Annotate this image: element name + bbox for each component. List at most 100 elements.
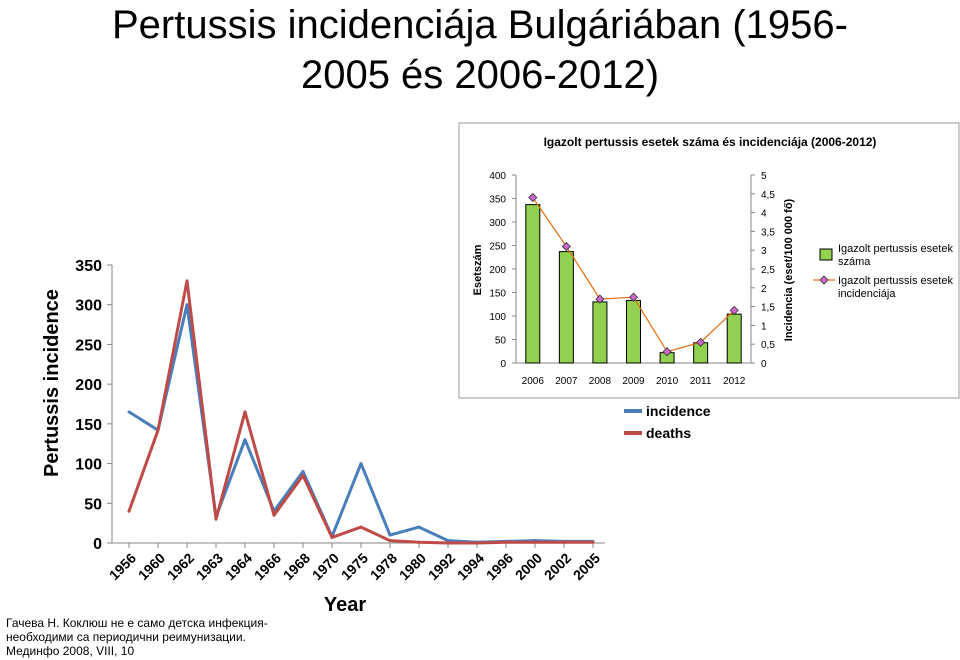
left-chart-x-tick-label: 1975 [338,550,371,583]
inset-chart-x-tick-label: 2010 [656,376,679,387]
inset-chart-incidence-marker [528,192,538,203]
inset-chart-right-tick-label: 3 [761,246,767,257]
left-chart-y-tick-label: 150 [75,417,102,434]
inset-chart-title: Igazolt pertussis esetek száma és incide… [544,135,877,149]
left-chart-incidence-point [127,410,131,414]
left-chart-deaths-point [446,541,450,545]
left-chart-deaths-point [533,540,537,544]
inset-chart-incidence-marker [662,347,672,357]
left-chart-deaths-point [562,540,566,544]
left-chart-y-tick-label: 50 [84,496,102,513]
left-chart-x-tick-label: 1980 [396,550,429,583]
inset-chart-frame [458,122,960,399]
left-chart-incidence-point [185,303,189,307]
left-chart-deaths-point [272,513,276,517]
left-chart-x-tick-label: 2000 [512,550,545,583]
left-chart-x-axis-title: Year [324,594,366,616]
left-chart-x-tick-label: 1978 [367,550,400,583]
left-chart-x-tick-label: 1960 [135,550,168,583]
left-chart-y-tick-label: 0 [93,536,102,553]
left-chart-incidence-point [388,533,392,537]
left-chart-incidence-point [417,525,421,529]
left-chart-deaths-point [359,525,363,529]
inset-chart-right-tick-label: 3,5 [761,227,775,238]
left-chart-x-tick-label: 2002 [541,550,574,583]
left-chart-deaths-point [475,541,479,545]
inset-chart-right-tick-label: 1,5 [761,303,775,314]
source-line3: Мединфо 2008, VIII, 10 [6,644,135,658]
inset-chart-bar [558,251,574,364]
inset-chart-incidence-marker [561,241,571,252]
left-chart-incidence-point [446,539,450,543]
inset-chart-right-tick-label: 4,5 [761,190,775,201]
left-chart-legend-deaths-label: deaths [646,425,691,441]
left-chart-incidence-point [243,438,247,442]
left-chart-y-axis-title: Pertussis incidence [41,289,63,477]
inset-chart-right-tick-label: 2 [761,284,767,295]
left-chart-deaths-point [185,279,189,283]
left-chart-deaths-point [127,509,131,513]
left-chart-deaths-point [388,539,392,543]
inset-chart-x-tick-label: 2006 [522,376,545,387]
left-chart-deaths-point [301,473,305,477]
left-chart-x-tick-label: 1956 [106,550,139,583]
source-citation: Гачева Н. Коклюш не е само детска инфекц… [6,616,268,658]
inset-legend-line-label-1: Igazolt pertussis esetek [838,275,953,287]
left-chart-deaths-point [330,535,334,539]
source-line2: необходими са периодични реимунизации. [6,630,246,644]
inset-chart-x-tick-label: 2007 [555,376,578,387]
left-chart-y-tick-label: 350 [75,258,102,275]
inset-chart-bar [592,301,608,364]
inset-chart-incidence-marker [696,337,706,347]
left-chart-deaths-point [156,428,160,432]
left-chart-x-tick-label: 1996 [483,550,516,583]
inset-chart-right-axis-title: Incidencia (eset/100 000 fő) [783,198,795,341]
slide-title-line2: 2005 és 2006-2012) [300,53,660,97]
inset-chart-right-tick-label: 0 [761,359,767,370]
left-chart-x-tick-label: 1994 [454,550,487,583]
inset-chart-left-tick-label: 150 [489,289,506,300]
inset-chart-right-tick-label: 4 [761,209,767,220]
inset-chart-bar [726,313,742,364]
inset-legend-bar-label-1: Igazolt pertussis esetek [838,243,953,255]
inset-chart-x-tick-label: 2008 [589,376,612,387]
left-chart-y-tick-label: 250 [75,337,102,354]
slide-title-line1: Pertussis incidenciája Bulgáriában (1956… [112,3,848,47]
inset-chart-right-tick-label: 0,5 [761,340,775,351]
left-chart-x-tick-label: 2005 [570,550,603,583]
inset-chart-left-tick-label: 400 [489,171,506,182]
left-chart-x-tick-label: 1970 [309,550,342,583]
inset-chart-left-tick-label: 50 [495,336,507,347]
inset-chart-left-tick-label: 250 [489,242,506,253]
inset-chart-left-tick-label: 0 [500,359,506,370]
left-chart-y-tick-label: 200 [75,377,102,394]
inset-chart-left-tick-label: 300 [489,218,506,229]
slide-title: Pertussis incidenciája Bulgáriában (1956… [0,0,960,100]
left-chart-x-tick-label: 1963 [193,550,226,583]
inset-chart-left-tick-label: 100 [489,312,506,323]
inset-chart-x-tick-label: 2011 [690,376,712,387]
inset-chart-left-tick-label: 200 [489,265,506,276]
inset-chart-x-tick-label: 2012 [723,376,746,387]
inset-chart-incidence-marker [595,294,605,304]
inset-chart-incidence-marker [729,305,739,315]
left-chart-x-tick-label: 1968 [280,550,313,583]
left-chart-x-tick-label: 1992 [425,550,458,583]
left-chart-deaths-point [243,410,247,414]
left-chart-y-tick-label: 300 [75,298,102,315]
inset-chart-bar [626,299,641,364]
inset-chart-left-tick-label: 350 [489,195,506,206]
left-chart-deaths-point [504,540,508,544]
inset-legend-line-marker [819,275,829,285]
left-chart-y-tick-label: 100 [75,457,102,474]
source-line1: Гачева Н. Коклюш не е само детска инфекц… [6,616,268,630]
inset-legend-bar-swatch [819,248,833,261]
inset-chart-right-tick-label: 5 [761,171,767,182]
left-chart-x-tick-label: 1962 [164,550,197,583]
inset-chart-x-tick-label: 2009 [622,376,645,387]
left-chart-deaths-point [214,517,218,521]
inset-chart-right-tick-label: 2,5 [761,265,775,276]
inset-chart-incidence-marker [628,292,639,302]
inset-chart-left-axis-title: Esetszám [472,244,484,295]
